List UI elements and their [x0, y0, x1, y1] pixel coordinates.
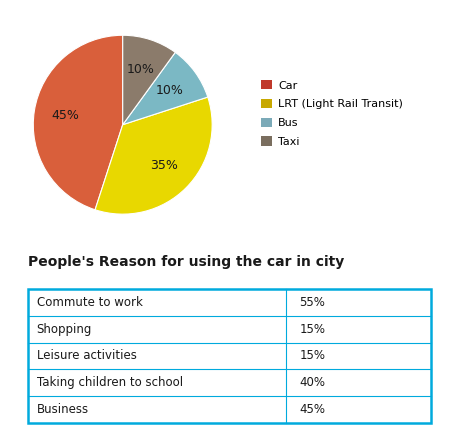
Text: 15%: 15%: [299, 350, 325, 362]
Text: 40%: 40%: [299, 376, 325, 389]
Wedge shape: [123, 35, 175, 125]
Bar: [27, 289, 431, 423]
Text: Shopping: Shopping: [37, 323, 92, 336]
Legend: Car, LRT (Light Rail Transit), Bus, Taxi: Car, LRT (Light Rail Transit), Bus, Taxi: [258, 77, 406, 150]
Text: Leisure activities: Leisure activities: [37, 350, 136, 362]
Text: 10%: 10%: [127, 63, 155, 76]
Wedge shape: [123, 52, 208, 125]
Text: Taking children to school: Taking children to school: [37, 376, 183, 389]
Text: Commute to work: Commute to work: [37, 296, 143, 309]
Wedge shape: [34, 35, 123, 210]
Text: 45%: 45%: [299, 403, 325, 416]
Text: People's Reason for using the car in city: People's Reason for using the car in cit…: [27, 255, 344, 269]
Wedge shape: [95, 97, 212, 214]
Text: 45%: 45%: [51, 109, 79, 122]
Text: 55%: 55%: [299, 296, 325, 309]
Text: 15%: 15%: [299, 323, 325, 336]
Text: Business: Business: [37, 403, 89, 416]
Text: 10%: 10%: [156, 84, 184, 97]
Text: 35%: 35%: [150, 159, 178, 172]
